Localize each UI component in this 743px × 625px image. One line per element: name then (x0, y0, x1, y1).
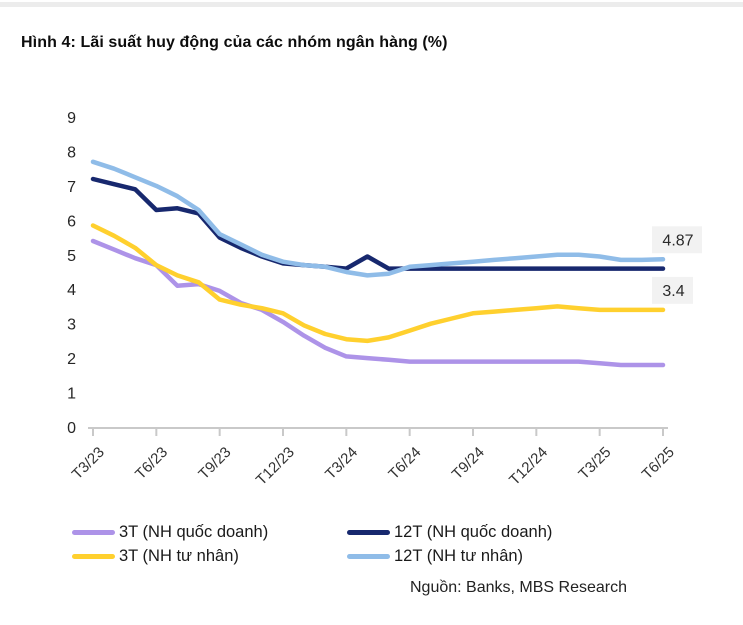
source-note: Nguồn: Banks, MBS Research (410, 579, 627, 596)
legend-label: 3T (NH tư nhân) (119, 546, 239, 565)
data-label-box (652, 226, 702, 254)
y-axis-tick-label: 7 (67, 179, 76, 196)
legend-label: 12T (NH quốc doanh) (394, 522, 553, 541)
deposit-rate-line-chart: 0 1 2 3 4 5 6 7 8 9 T3/23 T6/23 T9/23 T12/23 T3/24 T6/2… (67, 110, 702, 489)
legend-item-12t-tu-nhan: 12T (NH tư nhân) (347, 545, 523, 567)
legend-item-3t-quoc-doanh: 3T (NH quốc doanh) (72, 521, 268, 543)
x-axis-tick-label: T3/23 (69, 444, 108, 483)
legend-item-12t-quoc-doanh: 12T (NH quốc doanh) (347, 521, 552, 543)
x-axis-tick-label: T6/23 (132, 444, 171, 483)
y-axis-tick-label: 8 (67, 144, 76, 161)
x-axis-tick-label: T3/25 (575, 444, 614, 483)
data-label: 4.87 (662, 232, 693, 249)
x-axis-tick-label: T9/23 (195, 444, 234, 483)
y-axis-tick-label: 2 (67, 351, 76, 368)
y-axis-tick-label: 3 (67, 317, 76, 334)
data-label: 3.4 (662, 283, 684, 300)
legend-label: 12T (NH tư nhân) (394, 546, 524, 565)
x-axis-tick-label: T12/24 (506, 444, 551, 489)
x-axis-tick-label: T6/25 (639, 444, 678, 483)
top-divider (0, 2, 743, 7)
y-axis-tick-label: 1 (67, 386, 76, 403)
x-axis-tick-label: T9/24 (449, 444, 488, 483)
legend-swatch-purple (72, 529, 115, 535)
legend-swatch-navy (347, 529, 390, 535)
legend-item-3t-tu-nhan: 3T (NH tư nhân) (72, 545, 239, 567)
x-axis-tick-label: T6/24 (385, 444, 424, 483)
y-axis-tick-label: 0 (67, 420, 76, 437)
x-axis-tick-label: T12/23 (253, 444, 298, 489)
y-axis-tick-label: 6 (67, 213, 76, 230)
series-line-3t-nh-t-nh-n- (90, 223, 666, 344)
legend-swatch-lightblue (347, 553, 390, 559)
chart-title: Hình 4: Lãi suất huy động của các nhóm n… (21, 34, 448, 51)
series-line-12t-nh-t-nh-n- (90, 159, 666, 278)
series-line-12t-nh-qu-c-doanh- (90, 176, 666, 271)
series-line-3t-nh-qu-c-doanh- (90, 238, 666, 368)
legend-label: 3T (NH quốc doanh) (119, 522, 269, 541)
data-label-box (652, 276, 693, 304)
x-axis-tick-label: T3/24 (322, 444, 361, 483)
legend-swatch-yellow (72, 553, 115, 559)
y-axis-tick-label: 4 (67, 282, 76, 299)
y-axis-tick-label: 9 (67, 110, 76, 127)
y-axis-tick-label: 5 (67, 248, 76, 265)
